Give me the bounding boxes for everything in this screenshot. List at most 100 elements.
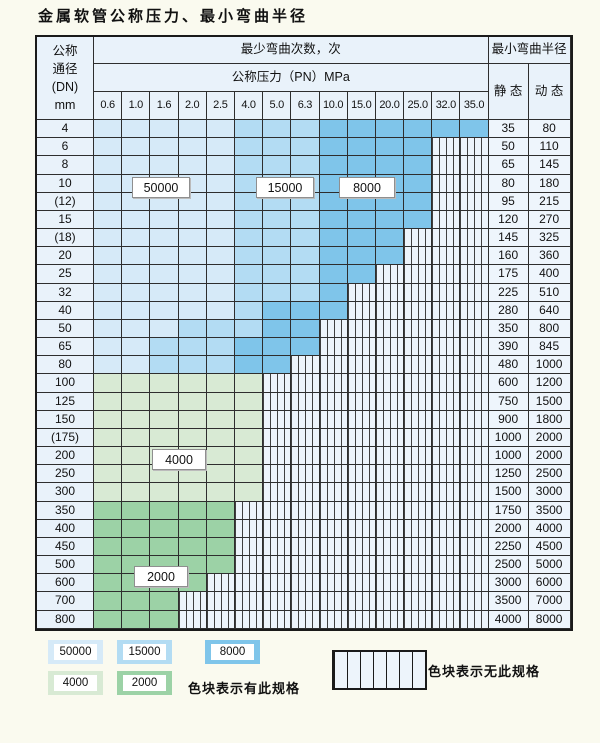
no-spec-cell (319, 447, 348, 466)
no-spec-cell (404, 356, 433, 375)
spec-cell (404, 210, 433, 230)
spec-cell (122, 465, 151, 484)
spec-cell (150, 410, 179, 429)
dn-cell: 25 (37, 265, 94, 284)
legend-swatch-4000: 4000 (48, 671, 103, 695)
dn-cell: 8 (37, 156, 94, 175)
static-radius-cell: 350 (488, 319, 529, 339)
pressure-tick-cell: 5.0 (263, 92, 292, 120)
spec-cell (319, 229, 348, 248)
spec-cell (178, 410, 207, 429)
spec-cell (347, 120, 376, 139)
spec-cell (319, 247, 348, 266)
no-spec-cell (460, 374, 489, 393)
no-spec-cell (263, 392, 292, 411)
spec-cell (375, 229, 405, 248)
spec-cell (234, 283, 264, 302)
spec-cell (94, 301, 123, 320)
no-spec-cell (263, 483, 292, 502)
dn-cell: 450 (37, 537, 94, 557)
no-spec-cell (404, 301, 433, 320)
spec-cell (234, 120, 264, 139)
spec-cell (150, 229, 179, 248)
no-spec-cell (460, 592, 489, 611)
no-spec-cell (432, 392, 461, 411)
spec-cell (347, 138, 376, 157)
no-spec-cell (460, 210, 489, 230)
spec-cell (122, 156, 151, 175)
no-spec-cell (375, 428, 405, 448)
no-spec-cell (347, 556, 376, 575)
no-spec-cell (291, 447, 320, 466)
spec-cell (234, 210, 264, 230)
spec-cell (94, 192, 123, 211)
dn-cell: 600 (37, 574, 94, 593)
no-spec-cell (404, 410, 433, 429)
spec-cell (178, 356, 207, 375)
dynamic-radius-cell: 360 (528, 247, 571, 266)
no-spec-cell (460, 247, 489, 266)
static-radius-cell: 900 (488, 410, 529, 429)
spec-cell (291, 229, 320, 248)
spec-cell (94, 338, 123, 357)
no-spec-cell (319, 374, 348, 393)
spec-cell (347, 265, 376, 284)
spec-cell (122, 283, 151, 302)
dynamic-radius-cell: 2000 (528, 428, 571, 448)
no-spec-cell (291, 574, 320, 593)
spec-cell (150, 392, 179, 411)
no-spec-cell (319, 392, 348, 411)
dynamic-radius-cell: 5000 (528, 556, 571, 575)
static-radius-cell: 80 (488, 174, 529, 193)
bend-radius-header: 最小弯曲半径 (488, 37, 571, 64)
spec-cell (234, 229, 264, 248)
no-spec-cell (291, 519, 320, 538)
no-spec-cell (291, 501, 320, 520)
pressure-tick-cell: 4.0 (234, 92, 264, 120)
spec-cell (178, 537, 207, 557)
spec-cell (178, 374, 207, 393)
dynamic-radius-cell: 145 (528, 156, 571, 175)
dn-cell: 4 (37, 120, 94, 139)
no-spec-cell (432, 229, 461, 248)
spec-cell (150, 610, 179, 629)
no-spec-cell (460, 447, 489, 466)
no-spec-cell (347, 501, 376, 520)
dynamic-radius-cell: 4000 (528, 519, 571, 538)
spec-cell (291, 319, 320, 339)
spec-cell (150, 356, 179, 375)
spec-cell (178, 210, 207, 230)
spec-cell (122, 501, 151, 520)
no-spec-cell (404, 465, 433, 484)
spec-cell (178, 229, 207, 248)
static-radius-cell: 2500 (488, 556, 529, 575)
spec-cell (206, 247, 235, 266)
spec-cell (319, 265, 348, 284)
spec-cell (150, 120, 179, 139)
dynamic-radius-cell: 8000 (528, 610, 571, 629)
dynamic-radius-cell: 180 (528, 174, 571, 193)
spec-cell (178, 265, 207, 284)
dynamic-radius-cell: 110 (528, 138, 571, 157)
static-radius-cell: 50 (488, 138, 529, 157)
no-spec-cell (460, 483, 489, 502)
no-spec-cell (347, 283, 376, 302)
spec-cell (178, 120, 207, 139)
dn-cell: 6 (37, 138, 94, 157)
no-spec-cell (347, 519, 376, 538)
region-label-50000: 50000 (132, 177, 190, 198)
static-radius-cell: 65 (488, 156, 529, 175)
spec-cell (291, 265, 320, 284)
spec-cell (206, 374, 235, 393)
spec-cell (206, 338, 235, 357)
spec-cell (347, 210, 376, 230)
no-spec-cell (263, 374, 292, 393)
no-spec-cell (375, 447, 405, 466)
no-spec-cell (432, 192, 461, 211)
no-spec-cell (291, 537, 320, 557)
spec-cell (94, 283, 123, 302)
no-spec-cell (404, 283, 433, 302)
no-spec-cell (460, 138, 489, 157)
static-radius-cell: 390 (488, 338, 529, 357)
no-spec-cell (404, 338, 433, 357)
